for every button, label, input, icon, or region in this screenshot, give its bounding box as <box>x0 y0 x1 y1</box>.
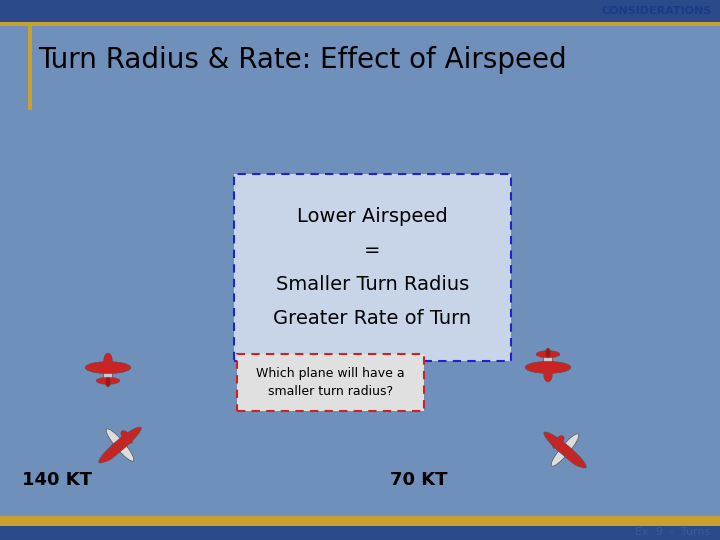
Text: Turn Radius & Rate: Effect of Airspeed: Turn Radius & Rate: Effect of Airspeed <box>38 46 567 74</box>
Ellipse shape <box>544 370 552 382</box>
Ellipse shape <box>103 446 122 462</box>
Ellipse shape <box>546 348 550 358</box>
FancyBboxPatch shape <box>237 354 424 411</box>
Ellipse shape <box>536 350 560 358</box>
Ellipse shape <box>525 361 571 373</box>
Bar <box>0 22 720 26</box>
Bar <box>28 25 32 110</box>
Ellipse shape <box>543 348 553 382</box>
Ellipse shape <box>106 429 134 461</box>
Ellipse shape <box>544 432 586 468</box>
Ellipse shape <box>121 430 132 443</box>
Text: Which plane will have a
smaller turn radius?: Which plane will have a smaller turn rad… <box>256 367 405 398</box>
Bar <box>0 526 720 540</box>
Text: 140 KT: 140 KT <box>22 471 92 489</box>
Ellipse shape <box>85 362 131 374</box>
FancyBboxPatch shape <box>234 174 511 361</box>
Text: Lower Airspeed
=
Smaller Turn Radius
Greater Rate of Turn: Lower Airspeed = Smaller Turn Radius Gre… <box>274 207 472 328</box>
Text: CONSIDERATIONS: CONSIDERATIONS <box>602 6 712 16</box>
Bar <box>0 0 720 22</box>
Ellipse shape <box>552 434 579 466</box>
Ellipse shape <box>106 377 110 387</box>
Ellipse shape <box>103 353 113 387</box>
Ellipse shape <box>552 436 564 449</box>
Ellipse shape <box>99 427 141 463</box>
Bar <box>0 516 720 526</box>
Text: 70 KT: 70 KT <box>390 471 448 489</box>
Ellipse shape <box>104 353 112 365</box>
Ellipse shape <box>563 451 582 467</box>
Ellipse shape <box>96 377 120 384</box>
Text: Ex. 9  -  Turns: Ex. 9 - Turns <box>635 527 710 537</box>
